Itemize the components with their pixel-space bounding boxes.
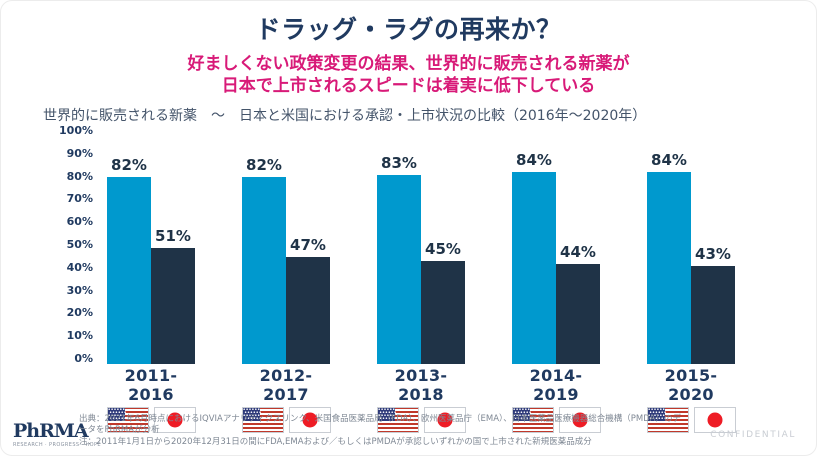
chart-title: 世界的に販売される新薬 ～ 日本と米国における承認・上市状況の比較（2016年～… [43, 108, 647, 124]
us-flag-icon [511, 407, 554, 433]
us-flag-icon [646, 407, 689, 433]
us-bar-column: 84% [512, 151, 556, 364]
bar-pair: 82% 51% [107, 136, 195, 364]
y-axis: 100% 90% 80% 70% 60% 50% 40% 30% 20% 10% 0% [39, 124, 93, 365]
flag-legend [646, 407, 736, 433]
bar-chart: 82% 51% 2011-2016 82% 47% 2012-2017 83% 45% 20… [106, 136, 787, 446]
us-bar-value-label: 83% [381, 153, 417, 172]
jp-bar-column: 47% [286, 236, 330, 364]
us-flag-icon [376, 407, 419, 433]
jp-bar-value-label: 43% [695, 244, 731, 263]
us-bar [647, 172, 691, 364]
bar-pair: 84% 44% [512, 136, 600, 364]
us-flag-icon [241, 407, 284, 433]
jp-bar [556, 263, 600, 364]
jp-bar-value-label: 51% [155, 226, 191, 245]
jp-bar-column: 51% [151, 227, 195, 364]
japan-flag-icon [288, 407, 331, 433]
y-axis-tick: 100% [59, 124, 93, 137]
japan-flag-icon [423, 407, 466, 433]
jp-bar [691, 265, 735, 364]
bar-pair: 83% 45% [377, 136, 465, 364]
us-bar-column: 82% [107, 156, 151, 364]
bar-pair: 84% 43% [647, 136, 735, 364]
phrma-logo-text: PhRMA [13, 420, 89, 442]
y-axis-tick: 20% [66, 306, 93, 320]
confidential-label: CONFIDENTIAL [710, 430, 796, 440]
jp-bar-column: 45% [421, 240, 465, 364]
jp-bar-column: 44% [556, 243, 600, 364]
subtitle-line-2: 日本で上市されるスピードは着実に低下している [221, 76, 596, 97]
us-bar-column: 82% [242, 156, 286, 364]
us-bar [377, 174, 421, 364]
y-axis-tick: 0% [74, 352, 93, 365]
category-label: 2014-2019 [529, 366, 583, 404]
jp-bar [421, 261, 465, 364]
page-title: ドラッグ・ラグの再来か？ [255, 15, 562, 44]
us-bar [512, 172, 556, 364]
category-label: 2013-2018 [394, 366, 448, 404]
category-label: 2011-2016 [124, 366, 178, 404]
japan-flag-icon [558, 407, 601, 433]
y-axis-tick: 80% [66, 169, 93, 183]
flag-legend [241, 407, 331, 433]
us-bar [242, 177, 286, 364]
bar-pair: 82% 47% [242, 136, 330, 364]
footnote-note: 注：2011年1月1日から2020年12月31日の間にFDA,EMAおよび／もし… [79, 436, 592, 447]
y-axis-tick: 50% [66, 238, 93, 251]
bar-group: 83% 45% 2013-2018 [376, 136, 466, 433]
y-axis-tick: 10% [66, 329, 93, 343]
us-bar-value-label: 84% [651, 151, 687, 170]
jp-bar [286, 256, 330, 364]
subtitle-line-1: 好ましくない政策変更の結果、世界的に販売される新薬が [187, 54, 630, 74]
jp-bar-value-label: 45% [425, 240, 461, 259]
us-bar-column: 84% [647, 151, 691, 364]
y-axis-tick: 70% [66, 192, 93, 206]
bar-group: 82% 51% 2011-2016 [106, 136, 196, 433]
flag-legend [376, 407, 466, 433]
y-axis-tick: 40% [66, 260, 93, 274]
us-flag-icon [106, 407, 149, 433]
footnote-source: 出典：2021年6月時点におけるIQVIAアナリティクスリンク、米国食品医薬品局… [79, 413, 681, 436]
jp-bar-value-label: 47% [290, 235, 326, 254]
japan-flag-icon [153, 407, 196, 433]
jp-bar-column: 43% [691, 245, 735, 364]
japan-flag-icon [693, 407, 736, 433]
flag-legend [106, 407, 196, 433]
us-bar-value-label: 82% [246, 156, 282, 175]
us-bar-column: 83% [377, 154, 421, 364]
phrma-logo: PhRMA RESEARCH · PROGRESS · HOPE [13, 420, 101, 449]
y-axis-tick: 60% [66, 215, 93, 229]
bar-group: 84% 44% 2014-2019 [511, 136, 601, 433]
us-bar [107, 177, 151, 364]
us-bar-value-label: 82% [111, 156, 147, 175]
category-label: 2012-2017 [259, 366, 313, 404]
flag-legend [511, 407, 601, 433]
y-axis-tick: 30% [66, 283, 93, 297]
bar-group: 84% 43% 2015-2020 [646, 136, 736, 433]
bar-group: 82% 47% 2012-2017 [241, 136, 331, 433]
y-axis-tick: 90% [66, 146, 93, 160]
us-bar-value-label: 84% [516, 151, 552, 170]
category-label: 2015-2020 [664, 366, 718, 404]
jp-bar-value-label: 44% [560, 242, 596, 261]
subtitle: 好ましくない政策変更の結果、世界的に販売される新薬が 日本で上市されるスピードは… [1, 53, 816, 98]
footnotes: 出典：2021年6月時点におけるIQVIAアナリティクスリンク、米国食品医薬品局… [79, 414, 689, 448]
phrma-logo-tagline: RESEARCH · PROGRESS · HOPE [13, 442, 101, 448]
jp-bar [151, 247, 195, 364]
